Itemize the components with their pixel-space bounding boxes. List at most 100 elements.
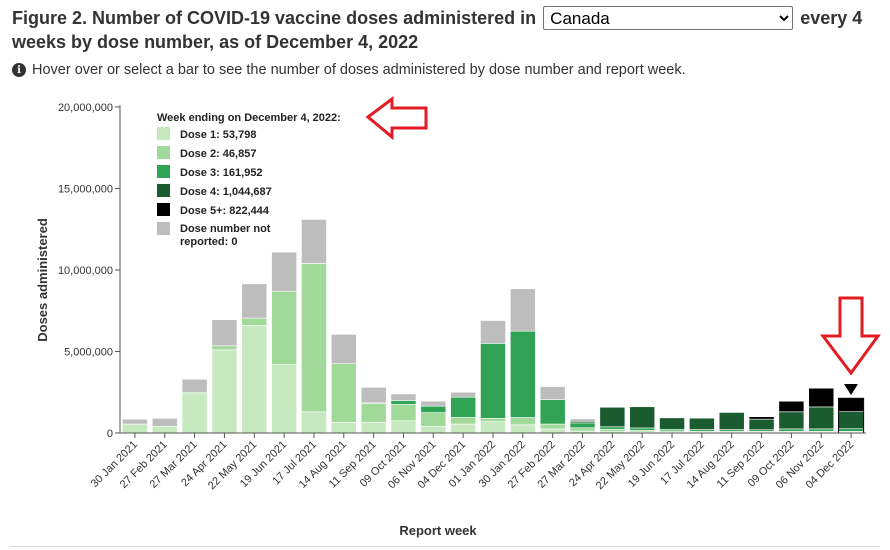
bar-stack[interactable] xyxy=(330,334,357,434)
bar-stack[interactable] xyxy=(838,397,865,434)
bar-segment[interactable] xyxy=(420,400,447,407)
bar-segment[interactable] xyxy=(450,396,477,418)
bar-segment[interactable] xyxy=(301,219,327,264)
bar-segment[interactable] xyxy=(838,397,864,413)
bar-segment[interactable] xyxy=(808,387,835,408)
bar-segment[interactable] xyxy=(241,317,268,326)
bar-segment[interactable] xyxy=(420,412,447,427)
bar-segment[interactable] xyxy=(151,418,178,427)
bar-segment[interactable] xyxy=(480,320,506,344)
bar-stack[interactable] xyxy=(808,387,835,434)
bar-segment[interactable] xyxy=(569,418,596,422)
bar-segment[interactable] xyxy=(181,378,208,393)
bar-segment[interactable] xyxy=(122,423,148,434)
bar-segment[interactable] xyxy=(748,418,775,431)
bar-segment[interactable] xyxy=(360,387,387,404)
bar-segment[interactable] xyxy=(390,404,417,422)
bar-stack[interactable] xyxy=(689,417,715,434)
bar-segment[interactable] xyxy=(599,428,626,433)
bar-segment[interactable] xyxy=(420,426,447,434)
bar-segment[interactable] xyxy=(510,417,536,426)
bar-segment[interactable] xyxy=(181,393,208,434)
bar-segment[interactable] xyxy=(599,406,626,428)
bar-segment[interactable] xyxy=(480,418,506,422)
region-select[interactable]: Canada xyxy=(543,6,794,30)
bar-segment[interactable] xyxy=(211,319,238,347)
bar-stack[interactable] xyxy=(420,400,447,434)
bar-segment[interactable] xyxy=(450,391,477,398)
bar-segment[interactable] xyxy=(539,399,566,425)
bar-segment[interactable] xyxy=(301,263,327,413)
bar-segment[interactable] xyxy=(808,406,835,430)
bar-segment[interactable] xyxy=(539,428,566,434)
bar-stack[interactable] xyxy=(301,219,327,434)
bar-segment[interactable] xyxy=(271,364,297,434)
bar-segment[interactable] xyxy=(420,405,447,413)
bar-segment[interactable] xyxy=(360,422,387,434)
bar-segment[interactable] xyxy=(599,426,626,430)
bar-segment[interactable] xyxy=(808,428,835,432)
bar-segment[interactable] xyxy=(689,417,715,430)
bar-stack[interactable] xyxy=(748,416,775,434)
bar-segment[interactable] xyxy=(450,417,477,425)
bar-segment[interactable] xyxy=(241,283,268,319)
bar-stack[interactable] xyxy=(659,417,685,434)
bar-stack[interactable] xyxy=(151,418,178,434)
bar-segment[interactable] xyxy=(271,251,297,292)
info-icon: i xyxy=(12,63,26,77)
bar-segment[interactable] xyxy=(330,363,357,423)
bar-stack[interactable] xyxy=(510,288,536,434)
bar-segment[interactable] xyxy=(838,428,864,432)
bar-stack[interactable] xyxy=(211,319,238,434)
bar-segment[interactable] xyxy=(390,393,417,401)
bar-stack[interactable] xyxy=(778,400,805,434)
bar-stack[interactable] xyxy=(390,393,417,434)
bar-segment[interactable] xyxy=(480,421,506,434)
bar-segment[interactable] xyxy=(241,325,268,434)
bar-segment[interactable] xyxy=(539,386,566,400)
bar-segment[interactable] xyxy=(450,423,477,434)
bar-segment[interactable] xyxy=(510,424,536,434)
bar-segment[interactable] xyxy=(718,412,745,430)
bar-stack[interactable] xyxy=(569,418,596,434)
bar-stack[interactable] xyxy=(181,378,208,434)
bar-segment[interactable] xyxy=(480,343,506,419)
bar-segment[interactable] xyxy=(838,411,864,430)
bar-segment[interactable] xyxy=(122,418,148,425)
bar-segment[interactable] xyxy=(629,406,656,429)
bar-segment[interactable] xyxy=(539,423,566,430)
bar-segment[interactable] xyxy=(271,290,297,365)
bar-segment[interactable] xyxy=(778,428,805,432)
legend-entry-dose-4: Dose 4: 1,044,687 xyxy=(180,186,272,198)
bar-segment[interactable] xyxy=(330,422,357,434)
bar-segment[interactable] xyxy=(748,416,775,420)
bar-segment[interactable] xyxy=(211,345,238,351)
bar-stack[interactable] xyxy=(450,391,477,434)
legend-entry-not-reported-line2: reported: 0 xyxy=(180,236,237,248)
bar-segment[interactable] xyxy=(778,400,805,413)
bar-segment[interactable] xyxy=(390,420,417,434)
bar-segment[interactable] xyxy=(390,400,417,405)
bar-segment[interactable] xyxy=(569,427,596,432)
bar-segment[interactable] xyxy=(510,288,536,332)
bar-stack[interactable] xyxy=(599,406,626,434)
bar-stack[interactable] xyxy=(241,283,268,434)
bar-segment[interactable] xyxy=(330,334,357,365)
bar-segment[interactable] xyxy=(211,349,238,434)
bar-stack[interactable] xyxy=(718,412,745,434)
bar-segment[interactable] xyxy=(301,411,327,434)
bar-stack[interactable] xyxy=(539,386,566,434)
bar-stack[interactable] xyxy=(480,320,506,434)
bar-stack[interactable] xyxy=(271,251,297,434)
bar-stack[interactable] xyxy=(360,387,387,434)
bar-segment[interactable] xyxy=(778,411,805,430)
bar-segment[interactable] xyxy=(151,426,178,434)
bar-stack[interactable] xyxy=(629,406,656,434)
bar-segment[interactable] xyxy=(510,330,536,418)
bar-segment[interactable] xyxy=(629,427,656,431)
bar-segment[interactable] xyxy=(569,422,596,429)
bar-segment[interactable] xyxy=(360,403,387,423)
bar-stack[interactable] xyxy=(122,418,148,434)
legend-entry-dose-5plus: Dose 5+: 822,444 xyxy=(180,205,270,217)
bar-segment[interactable] xyxy=(659,417,685,430)
